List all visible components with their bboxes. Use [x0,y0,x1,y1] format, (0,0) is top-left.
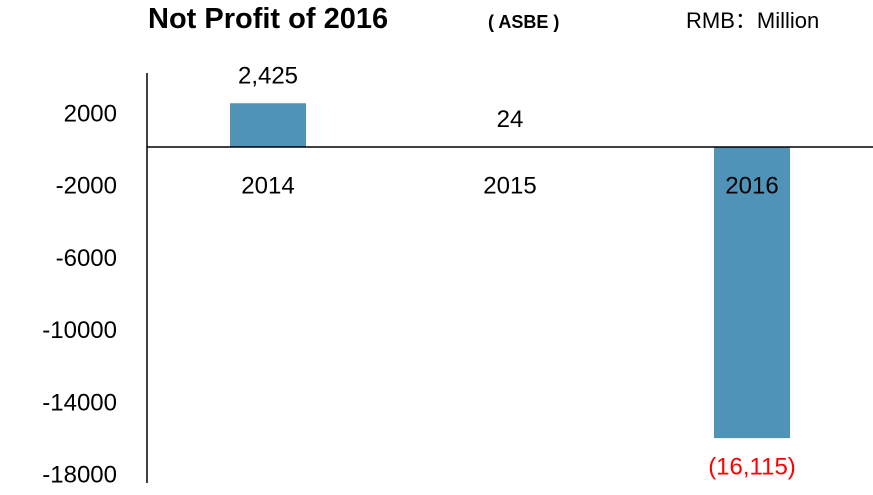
value-label: 2,425 [238,63,298,90]
x-tick-label: 2016 [725,172,778,199]
chart-subtitle: ( ASBE ) [488,12,559,32]
chart-title: Not Profit of 2016 [148,3,388,35]
bar [714,147,790,439]
x-tick-label: 2014 [241,172,294,199]
x-tick-label: 2015 [483,172,536,199]
y-tick-label: 2000 [64,100,117,127]
y-tick-label: -10000 [42,317,117,344]
y-tick-label: -14000 [42,389,117,416]
y-tick-label: -2000 [56,173,117,200]
unit-label: RMB：Million [686,8,819,33]
bar [230,103,306,148]
y-tick-label: -18000 [42,462,117,489]
y-tick-label: -6000 [56,245,117,272]
value-label: (16,115) [708,453,796,480]
value-label: 24 [497,106,524,133]
